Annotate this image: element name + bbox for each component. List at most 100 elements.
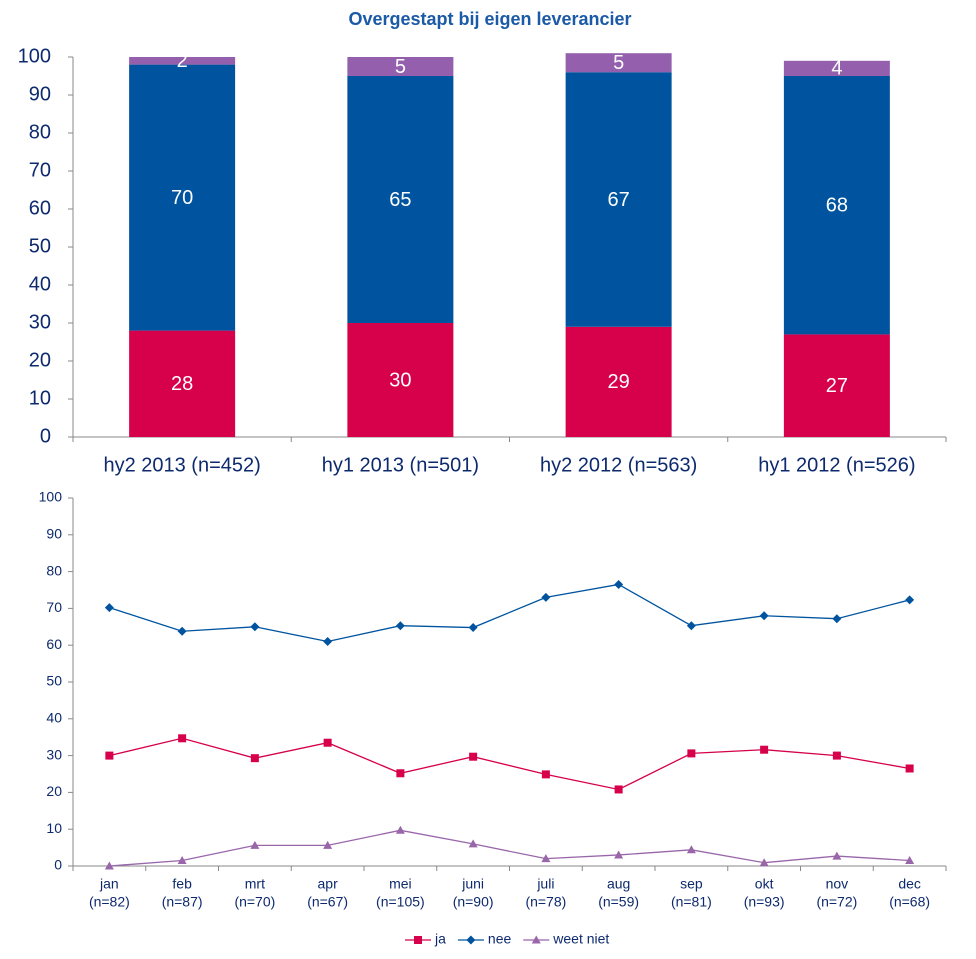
marker — [469, 752, 478, 761]
x-tick-label: mei — [389, 876, 412, 892]
y-tick-label: 60 — [46, 636, 62, 652]
bar-segment — [347, 323, 454, 437]
marker — [395, 825, 405, 834]
y-tick-label: 100 — [39, 489, 63, 505]
value-label: 5 — [613, 52, 624, 74]
marker — [832, 614, 842, 624]
y-tick-label: 100 — [18, 45, 51, 67]
value-label: 5 — [395, 56, 406, 78]
value-label: 28 — [171, 373, 193, 395]
x-tick-label: (n=90) — [453, 894, 494, 910]
line — [109, 829, 910, 867]
marker — [323, 738, 332, 747]
bar-segment — [565, 53, 672, 73]
y-tick-label: 10 — [46, 820, 62, 836]
marker — [759, 611, 769, 621]
bar-segment — [565, 72, 672, 327]
marker — [414, 936, 422, 944]
marker — [541, 770, 550, 779]
legend-label: nee — [488, 931, 512, 947]
value-label: 67 — [608, 189, 630, 211]
marker — [760, 745, 769, 754]
x-tick-label: jan — [99, 876, 119, 892]
x-tick-label: hy1 2012 (n=526) — [758, 454, 915, 476]
bar-segment — [783, 334, 890, 437]
marker — [686, 621, 696, 631]
marker — [177, 855, 187, 864]
x-tick-label: (n=78) — [525, 894, 566, 910]
marker — [105, 751, 114, 760]
value-label: 2 — [177, 50, 188, 72]
y-tick-label: 90 — [46, 526, 62, 542]
legend-label: ja — [434, 931, 446, 947]
x-tick-label: hy1 2013 (n=501) — [322, 454, 479, 476]
bar-segment — [347, 57, 454, 76]
legend-label: weet niet — [552, 931, 609, 947]
x-tick-label: sep — [680, 876, 703, 892]
y-tick-label: 40 — [46, 710, 62, 726]
y-tick-label: 70 — [46, 599, 62, 615]
marker — [468, 839, 478, 848]
value-label: 70 — [171, 187, 193, 209]
y-tick-label: 0 — [54, 857, 62, 873]
marker — [396, 769, 405, 778]
marker — [614, 579, 624, 589]
marker — [178, 734, 187, 743]
marker — [104, 603, 114, 613]
marker — [466, 935, 476, 945]
x-tick-label: aug — [607, 876, 630, 892]
value-label: 29 — [608, 371, 630, 393]
marker — [614, 785, 623, 794]
y-tick-label: 70 — [29, 159, 51, 181]
y-tick-label: 30 — [46, 746, 62, 762]
value-label: 27 — [826, 375, 848, 397]
y-tick-label: 30 — [29, 311, 51, 333]
marker — [541, 854, 551, 863]
y-tick-label: 90 — [29, 83, 51, 105]
y-tick-label: 20 — [29, 349, 51, 371]
marker — [323, 637, 333, 647]
marker — [531, 935, 541, 944]
x-tick-label: (n=72) — [816, 894, 857, 910]
y-tick-label: 20 — [46, 783, 62, 799]
marker — [250, 840, 260, 849]
marker — [250, 754, 259, 763]
value-label: 65 — [389, 189, 411, 211]
x-tick-label: juni — [461, 876, 484, 892]
marker — [905, 595, 915, 605]
bar-segment — [129, 64, 236, 331]
chart-title: Overgestapt bij eigen leverancier — [348, 9, 631, 29]
marker — [250, 622, 260, 632]
value-label: 68 — [826, 194, 848, 216]
marker — [468, 623, 478, 633]
x-tick-label: (n=81) — [671, 894, 712, 910]
line — [109, 737, 910, 791]
x-tick-label: (n=105) — [376, 894, 425, 910]
y-tick-label: 40 — [29, 273, 51, 295]
line — [109, 583, 910, 643]
x-tick-label: hy2 2012 (n=563) — [540, 454, 697, 476]
x-tick-label: okt — [755, 876, 774, 892]
bar-segment — [565, 326, 672, 437]
y-tick-label: 50 — [46, 673, 62, 689]
x-tick-label: (n=82) — [89, 894, 130, 910]
marker — [395, 621, 405, 631]
y-tick-label: 60 — [29, 197, 51, 219]
x-tick-label: feb — [172, 876, 192, 892]
marker — [104, 861, 114, 870]
marker — [905, 855, 915, 864]
y-tick-label: 50 — [29, 235, 51, 257]
marker — [832, 751, 841, 760]
x-tick-label: (n=93) — [744, 894, 785, 910]
marker — [177, 626, 187, 636]
y-tick-label: 10 — [29, 387, 51, 409]
bar-segment — [783, 60, 890, 76]
marker — [323, 840, 333, 849]
y-tick-label: 80 — [46, 562, 62, 578]
marker — [687, 749, 696, 758]
marker — [759, 858, 769, 867]
marker — [832, 851, 842, 860]
bar-segment — [129, 330, 236, 437]
value-label: 4 — [831, 58, 842, 80]
